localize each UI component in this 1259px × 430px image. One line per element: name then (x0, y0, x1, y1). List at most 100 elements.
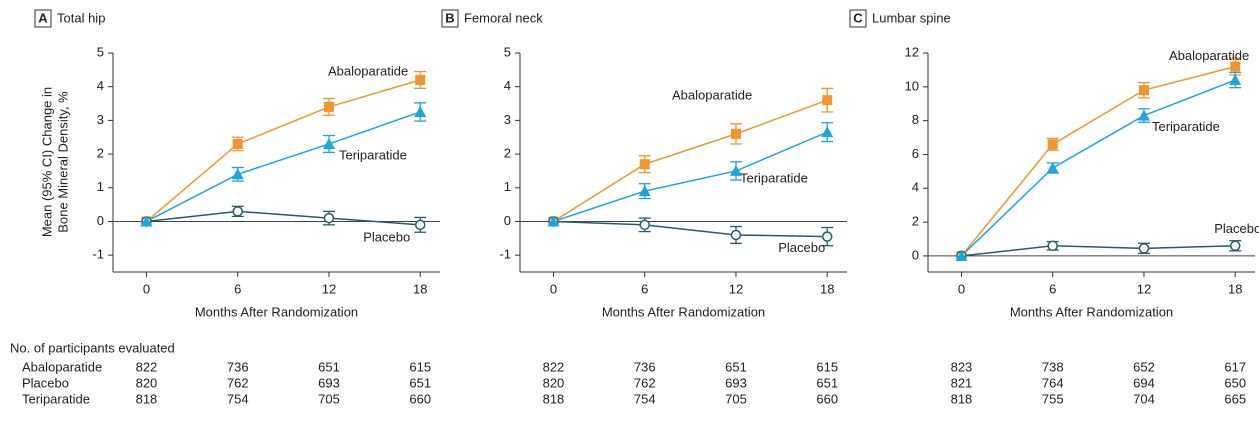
participants-count: 651 (725, 359, 747, 374)
marker (1229, 240, 1241, 252)
x-tick-label: 6 (1049, 281, 1056, 296)
y-tick-label: 1 (504, 179, 511, 194)
series-label: Teriparatide (1152, 119, 1220, 134)
series-line (960, 65, 1236, 257)
series-line (961, 245, 1236, 257)
participants-count: 762 (634, 375, 656, 390)
y-tick-label: 10 (905, 78, 919, 93)
participants-count: 754 (634, 391, 656, 406)
participants-count: 822 (136, 359, 158, 374)
marker (414, 219, 426, 231)
series-label: Placebo (363, 229, 410, 244)
y-tick-label: 5 (97, 44, 104, 59)
participants-count: 704 (1133, 391, 1155, 406)
marker (955, 249, 968, 261)
marker (1138, 85, 1149, 96)
participants-count: 651 (409, 375, 431, 390)
marker (1230, 61, 1241, 72)
participants-count: 693 (318, 375, 340, 390)
x-tick-label: 0 (550, 281, 557, 296)
x-axis-label: Months After Randomization (1010, 304, 1173, 319)
series-label: Placebo (1214, 221, 1259, 236)
marker (639, 159, 650, 170)
marker (1046, 161, 1059, 173)
series-label: Abaloparatide (1169, 48, 1249, 63)
marker (821, 126, 834, 138)
participants-count: 651 (318, 359, 340, 374)
y-tick-label: 1 (97, 179, 104, 194)
participants-count: 818 (136, 391, 158, 406)
marker (232, 138, 243, 149)
marker (547, 215, 560, 227)
panel-title: Femoral neck (464, 10, 543, 25)
series-line (553, 131, 828, 223)
marker (1047, 139, 1058, 150)
series-label: Abaloparatide (328, 63, 408, 78)
participants-count: 651 (816, 375, 838, 390)
series-line (145, 79, 421, 223)
marker (232, 206, 243, 217)
x-tick-label: 0 (958, 281, 965, 296)
y-tick-label: 3 (97, 112, 104, 127)
x-tick-label: 0 (143, 281, 150, 296)
y-tick-label: 5 (504, 44, 511, 59)
x-axis-label: Months After Randomization (602, 304, 765, 319)
series-line (960, 79, 1236, 257)
participants-count: 705 (725, 391, 747, 406)
series-label: Abaloparatide (672, 88, 752, 103)
series-label: Placebo (778, 240, 825, 255)
marker (639, 219, 650, 231)
participants-count: 754 (227, 391, 249, 406)
participants-count: 665 (1224, 391, 1246, 406)
y-tick-label: 12 (905, 44, 919, 59)
marker (1137, 109, 1150, 121)
marker (1138, 243, 1150, 254)
participants-group: Abaloparatide (22, 359, 102, 374)
marker (1047, 240, 1058, 252)
x-tick-label: 12 (322, 281, 336, 296)
participants-group: Teriparatide (22, 391, 90, 406)
x-tick-label: 18 (413, 281, 427, 296)
y-tick-label: 4 (97, 78, 104, 93)
participants-count: 615 (816, 359, 838, 374)
x-tick-label: 18 (820, 281, 834, 296)
participants-count: 755 (1042, 391, 1064, 406)
marker (730, 229, 742, 241)
participants-count: 694 (1133, 375, 1155, 390)
participants-count: 821 (951, 375, 973, 390)
x-tick-label: 6 (234, 281, 241, 296)
participants-count: 705 (318, 391, 340, 406)
marker (821, 231, 833, 242)
y-tick-label: -1 (499, 247, 511, 262)
x-tick-label: 12 (1137, 281, 1151, 296)
participants-count: 738 (1042, 359, 1064, 374)
participants-count: 818 (951, 391, 973, 406)
y-tick-label: 2 (912, 214, 919, 229)
y-tick-label: 2 (97, 146, 104, 161)
y-tick-label: 3 (504, 112, 511, 127)
x-tick-label: 18 (1228, 281, 1242, 296)
participants-count: 736 (634, 359, 656, 374)
participants-count: 617 (1224, 359, 1246, 374)
marker (730, 128, 741, 139)
participants-count: 660 (816, 391, 838, 406)
series-line (146, 210, 421, 226)
participants-count: 820 (136, 375, 158, 390)
marker (638, 185, 651, 197)
series-line (146, 111, 421, 223)
participants-count: 764 (1042, 375, 1064, 390)
marker (140, 215, 153, 227)
series-label: Teriparatide (339, 147, 407, 162)
marker (323, 212, 335, 224)
series-line (553, 99, 828, 223)
participants-count: 820 (543, 375, 565, 390)
panel-letter-box (34, 9, 52, 28)
participants-count: 615 (409, 359, 431, 374)
panel-letter-box (441, 9, 459, 28)
y-tick-label: 6 (912, 146, 919, 161)
marker (414, 105, 427, 117)
panel-letter: B (445, 10, 454, 25)
y-tick-label: 2 (504, 146, 511, 161)
y-tick-label: 8 (912, 112, 919, 127)
